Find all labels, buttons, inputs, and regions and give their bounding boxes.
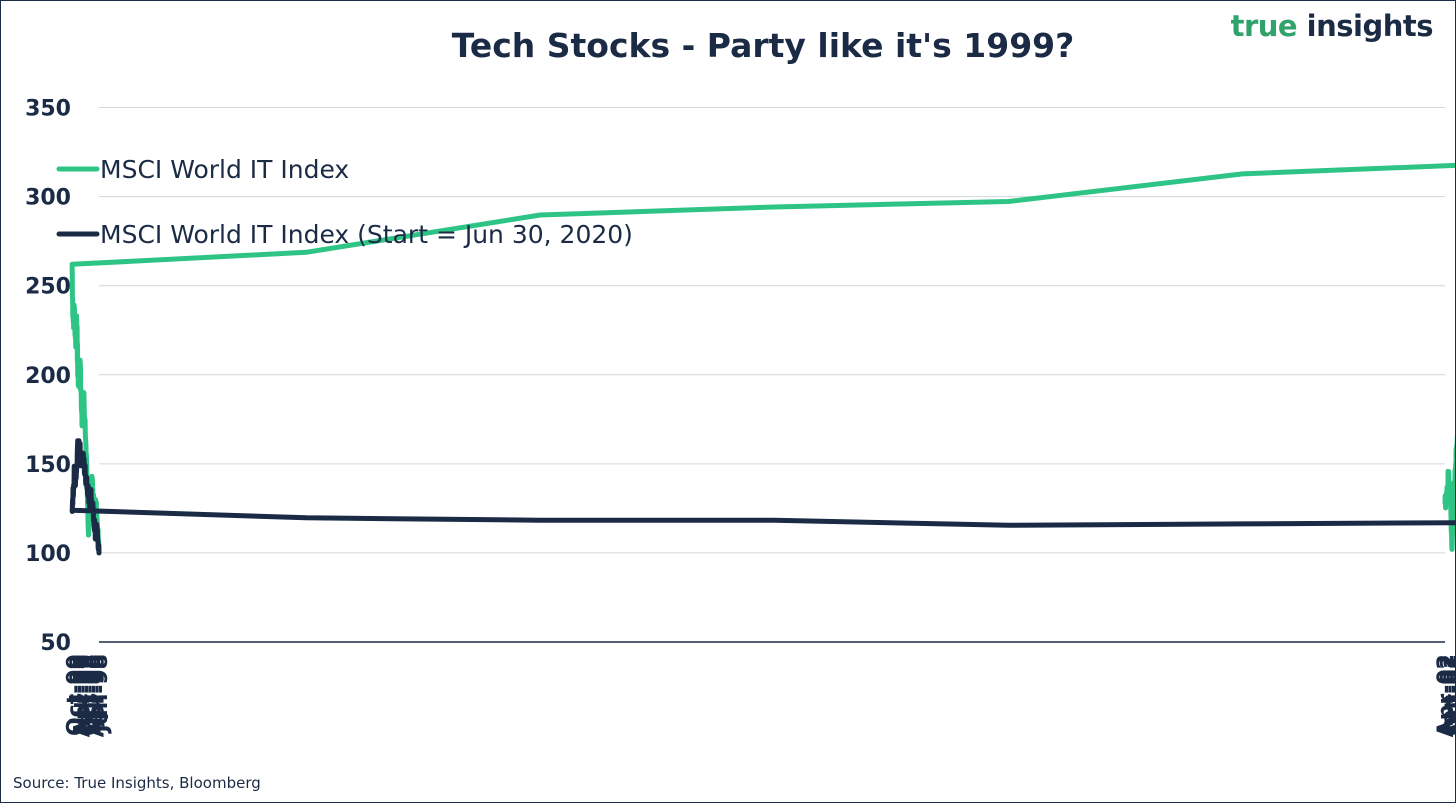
x-tick-label: Oct-98 — [77, 654, 102, 736]
series-line-2 — [69, 438, 1455, 556]
x-tick-label: Jan-98 — [88, 654, 113, 734]
x-axis-ticks: Jan-98Apr-98Jul-98Oct-98Jan-99Apr-99Jul-… — [63, 654, 1455, 737]
chart-title: Tech Stocks - Party like it's 1999? — [452, 26, 1075, 65]
x-tick-label: Apr-02 — [1434, 654, 1455, 737]
x-tick-label: Jul-98 — [81, 654, 106, 727]
y-tick-label: 250 — [25, 275, 71, 300]
brand-logo-part1: true — [1230, 9, 1298, 43]
brand-logo-part2: insights — [1306, 9, 1434, 43]
x-tick-label: Jan-99 — [74, 654, 99, 734]
x-tick-label: Oct-99 — [63, 654, 88, 736]
y-axis-ticks: 50 100 150 200 250 300 350 — [25, 97, 71, 656]
x-tick-label: Jul-99 — [67, 654, 92, 727]
source-note: Source: True Insights, Bloomberg — [13, 774, 261, 792]
y-tick-label: 300 — [25, 186, 71, 211]
y-tick-label: 50 — [40, 631, 71, 656]
grid-lines — [99, 107, 1445, 643]
y-tick-label: 150 — [25, 453, 71, 478]
y-tick-label: 350 — [25, 97, 71, 122]
x-tick-label: Oct-01 — [1441, 654, 1455, 736]
x-tick-label: Jan-01 — [1452, 654, 1455, 734]
x-tick-label: Jul-01 — [1445, 654, 1455, 727]
brand-logo: true insights — [1230, 9, 1434, 43]
legend-label-1: MSCI World IT Index — [100, 155, 349, 184]
series-lines — [69, 162, 1455, 556]
x-tick-label: Apr-98 — [84, 654, 109, 737]
x-tick-label: Apr-01 — [1448, 654, 1455, 737]
series-line-1 — [69, 162, 1455, 556]
x-tick-label: Apr-99 — [70, 654, 95, 737]
x-tick-label: Jan-02 — [1438, 654, 1455, 734]
y-tick-label: 200 — [25, 364, 71, 389]
y-tick-label: 100 — [25, 542, 71, 567]
legend-label-2: MSCI World IT Index (Start = Jun 30, 202… — [100, 220, 633, 249]
legend: MSCI World IT Index MSCI World IT Index (… — [56, 155, 633, 249]
